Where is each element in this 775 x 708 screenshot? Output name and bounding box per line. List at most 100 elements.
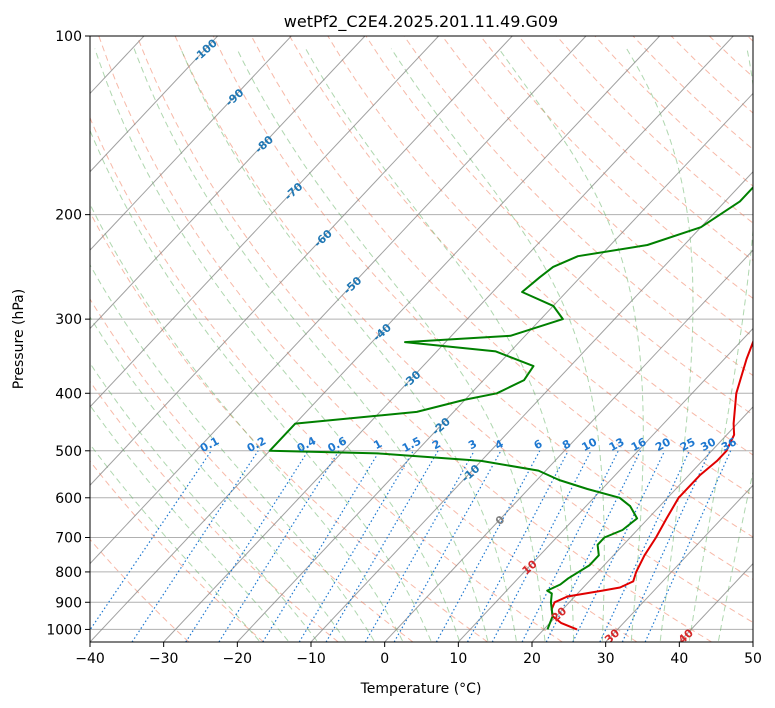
profile-series <box>268 186 753 631</box>
x-tick-label: 20 <box>523 651 541 667</box>
dry-adiabat <box>594 36 753 187</box>
mixing-ratio-label: 6 <box>532 437 545 452</box>
dry-adiabat <box>136 36 712 642</box>
y-tick-label: 900 <box>55 595 82 611</box>
plot-frame <box>89 35 754 643</box>
isotherm-line <box>384 249 753 642</box>
moist-adiabat <box>90 443 260 642</box>
mixing-ratio-label: 30 <box>698 435 718 454</box>
moist-adiabat <box>90 203 403 642</box>
mixing-ratio-line <box>466 450 569 642</box>
dry-adiabat <box>212 36 753 580</box>
mixing-ratio-line <box>325 450 439 642</box>
isotherm-line <box>90 36 292 251</box>
mixing-ratio-label: 36 <box>719 435 739 454</box>
isotherm-line <box>90 36 587 565</box>
x-tick-label: 10 <box>449 651 467 667</box>
chart-title: wetPf2_C2E4.2025.201.11.49.G09 <box>284 12 558 32</box>
moist-adiabats <box>90 48 753 642</box>
dry-adiabat <box>250 36 753 538</box>
moist-adiabat <box>90 129 432 641</box>
moist-adiabat <box>90 316 346 642</box>
isotherm-line <box>90 36 219 173</box>
dry-adiabat <box>441 36 753 338</box>
x-tick-label: 0 <box>380 651 389 667</box>
x-axis-ticks: −40 −30 −20 −10 0 10 20 30 40 50 <box>75 642 762 667</box>
mixing-ratio-label: 20 <box>653 435 673 454</box>
mixing-ratio-line <box>218 450 340 642</box>
y-tick-label: 1000 <box>46 622 82 638</box>
isotherm-line <box>90 36 661 642</box>
mixing-ratio-line <box>131 450 259 642</box>
isotherm-line <box>310 171 753 642</box>
mixing-ratio-line <box>262 450 381 642</box>
mixing-ratio-line <box>644 450 732 642</box>
x-tick-label: 30 <box>597 651 615 667</box>
y-tick-label: 700 <box>55 531 82 547</box>
mixing-ratio-label: 13 <box>607 435 627 454</box>
mixing-ratio-lines <box>90 450 732 642</box>
mixing-ratio-line <box>572 450 666 642</box>
mixing-ratio-label: 2 <box>430 437 443 452</box>
moist-adiabat <box>90 404 289 642</box>
x-tick-label: 40 <box>670 651 688 667</box>
mixing-ratio-label: 16 <box>629 435 649 454</box>
dry-adiabat <box>480 36 753 299</box>
isotherm-line <box>605 484 753 642</box>
mixing-ratio-line <box>621 450 711 642</box>
dry-adiabat <box>90 460 264 642</box>
mixing-ratio-label: 1.5 <box>400 434 423 455</box>
dry-adiabat <box>90 538 190 642</box>
mixing-ratio-label: 3 <box>466 437 479 452</box>
line-labels: 0.1 0.2 0.4 0.6 1 1.5 2 3 4 6 8 10 13 16 20 25 30 36-100-… <box>191 36 739 642</box>
x-axis-title: Temperature (°C) <box>360 681 482 697</box>
isotherm-line <box>236 92 753 642</box>
mixing-ratio-label: 0.1 <box>198 434 221 455</box>
mixing-ratio-label: 8 <box>560 437 573 452</box>
moist-adiabat <box>626 48 694 641</box>
mixing-ratio-line <box>298 450 414 642</box>
mixing-ratio-line <box>435 450 541 642</box>
moist-adiabat <box>180 48 517 641</box>
y-axis-ticks: 100 200 300 400 500 600 700 800 900 1000 <box>46 29 90 638</box>
dry-adiabats <box>90 36 753 642</box>
dry-adiabat <box>289 36 753 497</box>
y-tick-label: 500 <box>55 444 82 460</box>
y-axis-title: Pressure (hPa) <box>11 289 27 389</box>
mixing-ratio-line <box>599 450 690 642</box>
moist-adiabat <box>498 48 644 641</box>
mixing-ratio-label: 10 <box>580 435 600 454</box>
isotherm-line <box>531 406 753 642</box>
y-tick-label: 400 <box>55 386 82 402</box>
isotherm-line <box>90 36 440 408</box>
moist-adiabat <box>94 48 460 641</box>
dry-adiabat <box>670 36 753 114</box>
isotherm-line <box>90 36 513 486</box>
moist-adiabat <box>718 470 753 641</box>
temperature-profile <box>550 339 753 631</box>
y-tick-label: 300 <box>55 312 82 328</box>
mixing-ratio-line <box>185 450 309 642</box>
mixing-ratio-line <box>364 450 475 642</box>
moist-adiabat <box>688 48 753 641</box>
dry-adiabat <box>174 36 753 624</box>
mixing-ratio-line <box>90 450 212 631</box>
x-tick-label: −20 <box>223 651 253 667</box>
dry-adiabat <box>327 36 753 456</box>
dry-adiabat <box>556 36 753 224</box>
dewpoint-profile <box>268 186 753 630</box>
mixing-ratio-label: 25 <box>678 435 698 454</box>
dry-adiabat <box>90 116 563 642</box>
isotherm-line <box>457 327 753 642</box>
y-tick-label: 600 <box>55 491 82 507</box>
dry-adiabat <box>90 211 488 642</box>
moist-adiabat <box>133 48 489 641</box>
moist-adiabat <box>236 48 546 641</box>
x-tick-label: 50 <box>744 651 762 667</box>
y-tick-label: 100 <box>55 29 82 45</box>
y-tick-label: 800 <box>55 565 82 581</box>
isotherms <box>90 36 753 642</box>
x-tick-label: −10 <box>296 651 326 667</box>
isotherm-label: -100 <box>191 36 220 64</box>
